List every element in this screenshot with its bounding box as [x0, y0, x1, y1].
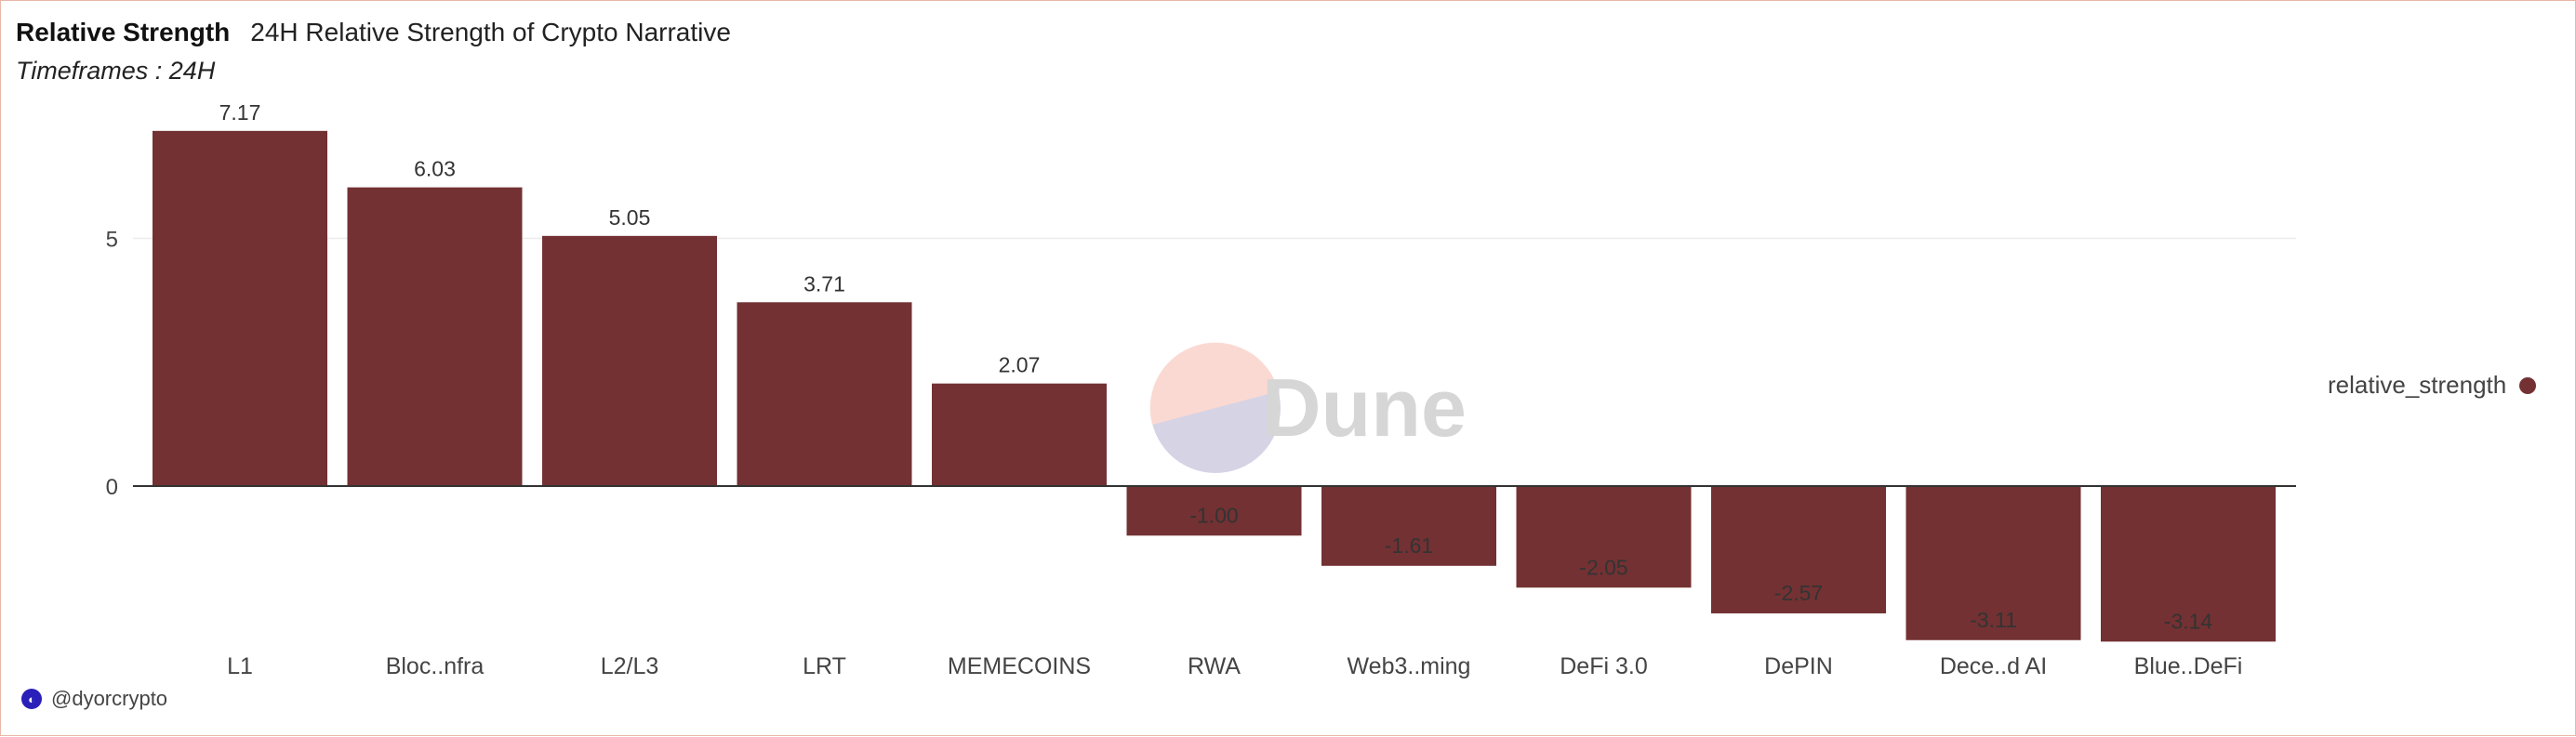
legend[interactable]: relative_strength	[2328, 371, 2537, 400]
bar[interactable]	[347, 187, 523, 486]
bar[interactable]	[153, 130, 327, 487]
x-tick-label: L2/L3	[601, 653, 659, 679]
data-label: 3.71	[803, 271, 845, 296]
chart-subtitle: 24H Relative Strength of Crypto Narrativ…	[250, 18, 731, 46]
x-tick-label: RWA	[1188, 653, 1241, 679]
bar[interactable]	[2101, 486, 2276, 642]
bar[interactable]	[1711, 486, 1886, 613]
data-label: -1.61	[1385, 533, 1433, 558]
data-label: 5.05	[609, 205, 651, 230]
bar[interactable]	[1321, 486, 1496, 566]
data-label: 2.07	[999, 353, 1041, 377]
bar[interactable]	[737, 302, 912, 486]
bar[interactable]	[1516, 486, 1692, 588]
data-label: -1.00	[1189, 503, 1238, 527]
x-tick-label: Bloc..nfra	[386, 653, 485, 679]
legend-label: relative_strength	[2328, 371, 2507, 399]
x-tick-label: LRT	[803, 653, 846, 679]
data-label: -2.57	[1774, 581, 1823, 605]
y-tick-label: 5	[106, 228, 118, 253]
bar[interactable]	[932, 383, 1107, 486]
data-label: 6.03	[414, 157, 456, 181]
timeframe-label: Timeframes : 24H	[16, 57, 216, 85]
dune-watermark-text: Dune	[1262, 362, 1467, 454]
x-tick-label: Web3..ming	[1348, 653, 1471, 679]
footer-handle[interactable]: @dyorcrypto	[51, 687, 168, 710]
legend-marker	[2519, 376, 2537, 394]
x-tick-label: DeFi 3.0	[1560, 653, 1647, 679]
footer: ◐ @dyorcrypto	[21, 687, 167, 711]
bar[interactable]	[542, 235, 717, 486]
y-tick-label: 0	[106, 475, 118, 500]
x-tick-label: Dece..d AI	[1940, 653, 2047, 679]
x-tick-label: DePIN	[1764, 653, 1833, 679]
dune-watermark-icon-top	[1149, 342, 1279, 425]
chart-title: Relative Strength	[16, 18, 231, 46]
chart-header: Relative Strength 24H Relative Strength …	[16, 18, 731, 47]
dune-logo-icon: ◐	[21, 689, 42, 709]
data-label: -3.14	[2164, 609, 2213, 633]
bar[interactable]	[1905, 486, 2081, 640]
data-label: 7.17	[219, 100, 261, 125]
x-tick-label: MEMECOINS	[948, 653, 1091, 679]
x-tick-label: L1	[227, 653, 253, 679]
data-label: -3.11	[1970, 608, 2017, 632]
bar[interactable]	[1126, 486, 1302, 536]
data-label: -2.05	[1579, 555, 1627, 579]
x-tick-label: Blue..DeFi	[2134, 653, 2243, 679]
